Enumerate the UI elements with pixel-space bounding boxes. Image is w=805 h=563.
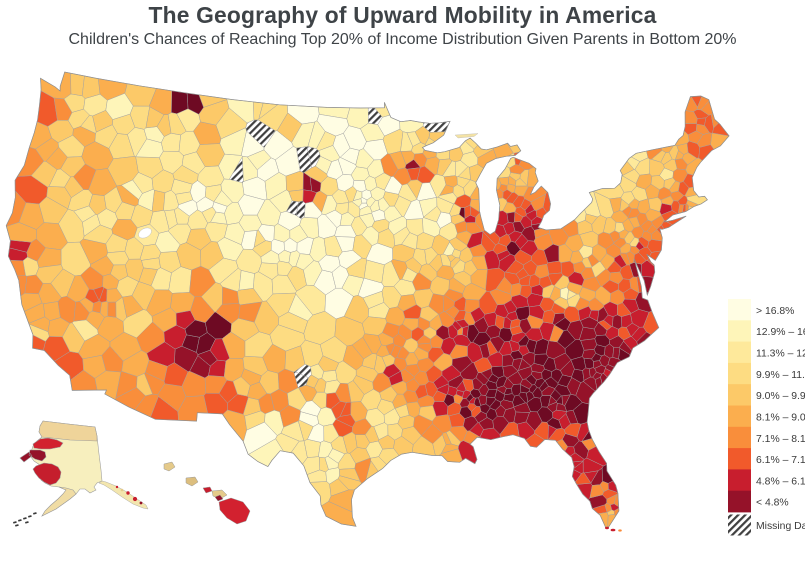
svg-text:> 16.8%: > 16.8% [756,306,794,317]
svg-text:6.1% – 7.1%: 6.1% – 7.1% [756,455,805,466]
svg-text:11.3% – 12.9%: 11.3% – 12.9% [756,349,805,360]
svg-text:< 4.8%: < 4.8% [756,498,789,509]
svg-text:8.1% – 9.0%: 8.1% – 9.0% [756,412,805,423]
svg-text:12.9% – 16.8%: 12.9% – 16.8% [756,327,805,338]
svg-text:Missing Data: Missing Data [756,521,805,532]
svg-text:7.1% – 8.1%: 7.1% – 8.1% [756,434,805,445]
svg-text:9.0% – 9.9%: 9.0% – 9.9% [756,391,805,402]
svg-text:4.8% – 6.1%: 4.8% – 6.1% [756,476,805,487]
svg-text:9.9% – 11.3%: 9.9% – 11.3% [756,370,805,381]
